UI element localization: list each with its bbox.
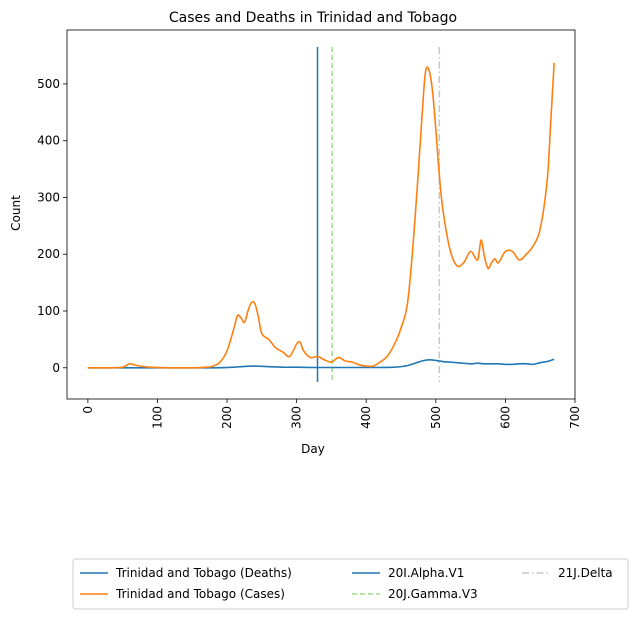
- deaths-series-line: [87, 358, 555, 369]
- legend-label: Trinidad and Tobago (Cases): [115, 587, 285, 601]
- legend-label: 20I.Alpha.V1: [388, 566, 464, 580]
- x-tick-label: 200: [220, 406, 234, 429]
- x-tick-label: 500: [429, 406, 443, 429]
- y-axis-ticks: 0 100 200 300 400 500: [37, 77, 67, 375]
- x-tick-label: 300: [290, 406, 304, 429]
- y-tick-label: 400: [37, 134, 60, 148]
- y-axis-label: Count: [9, 195, 23, 231]
- x-tick-label: 400: [359, 406, 373, 429]
- legend-label: 21J.Delta: [558, 566, 613, 580]
- y-tick-label: 500: [37, 77, 60, 91]
- y-tick-label: 100: [37, 304, 60, 318]
- x-axis-ticks: 0 100 200 300 400 500 600 700: [81, 399, 582, 429]
- plot-area: [66, 29, 576, 400]
- y-tick-label: 200: [37, 247, 60, 261]
- x-tick-label: 600: [498, 406, 512, 429]
- y-tick-label: 300: [37, 190, 60, 204]
- y-tick-label: 0: [52, 361, 60, 375]
- x-axis-label: Day: [301, 442, 325, 456]
- legend-label: Trinidad and Tobago (Deaths): [115, 566, 292, 580]
- legend-label: 20J.Gamma.V3: [388, 587, 478, 601]
- legend-frame: [72, 558, 629, 610]
- chart-title: Cases and Deaths in Trinidad and Tobago: [169, 10, 457, 26]
- legend: Trinidad and Tobago (Deaths) Trinidad and…: [72, 558, 629, 610]
- plot-frame: [66, 29, 576, 400]
- variant-lines: [316, 47, 441, 382]
- x-tick-label: 700: [568, 406, 582, 429]
- cases-series-line: [87, 62, 555, 369]
- series-lines: [87, 62, 555, 369]
- x-tick-label: 100: [150, 406, 164, 429]
- x-tick-label: 0: [81, 406, 95, 414]
